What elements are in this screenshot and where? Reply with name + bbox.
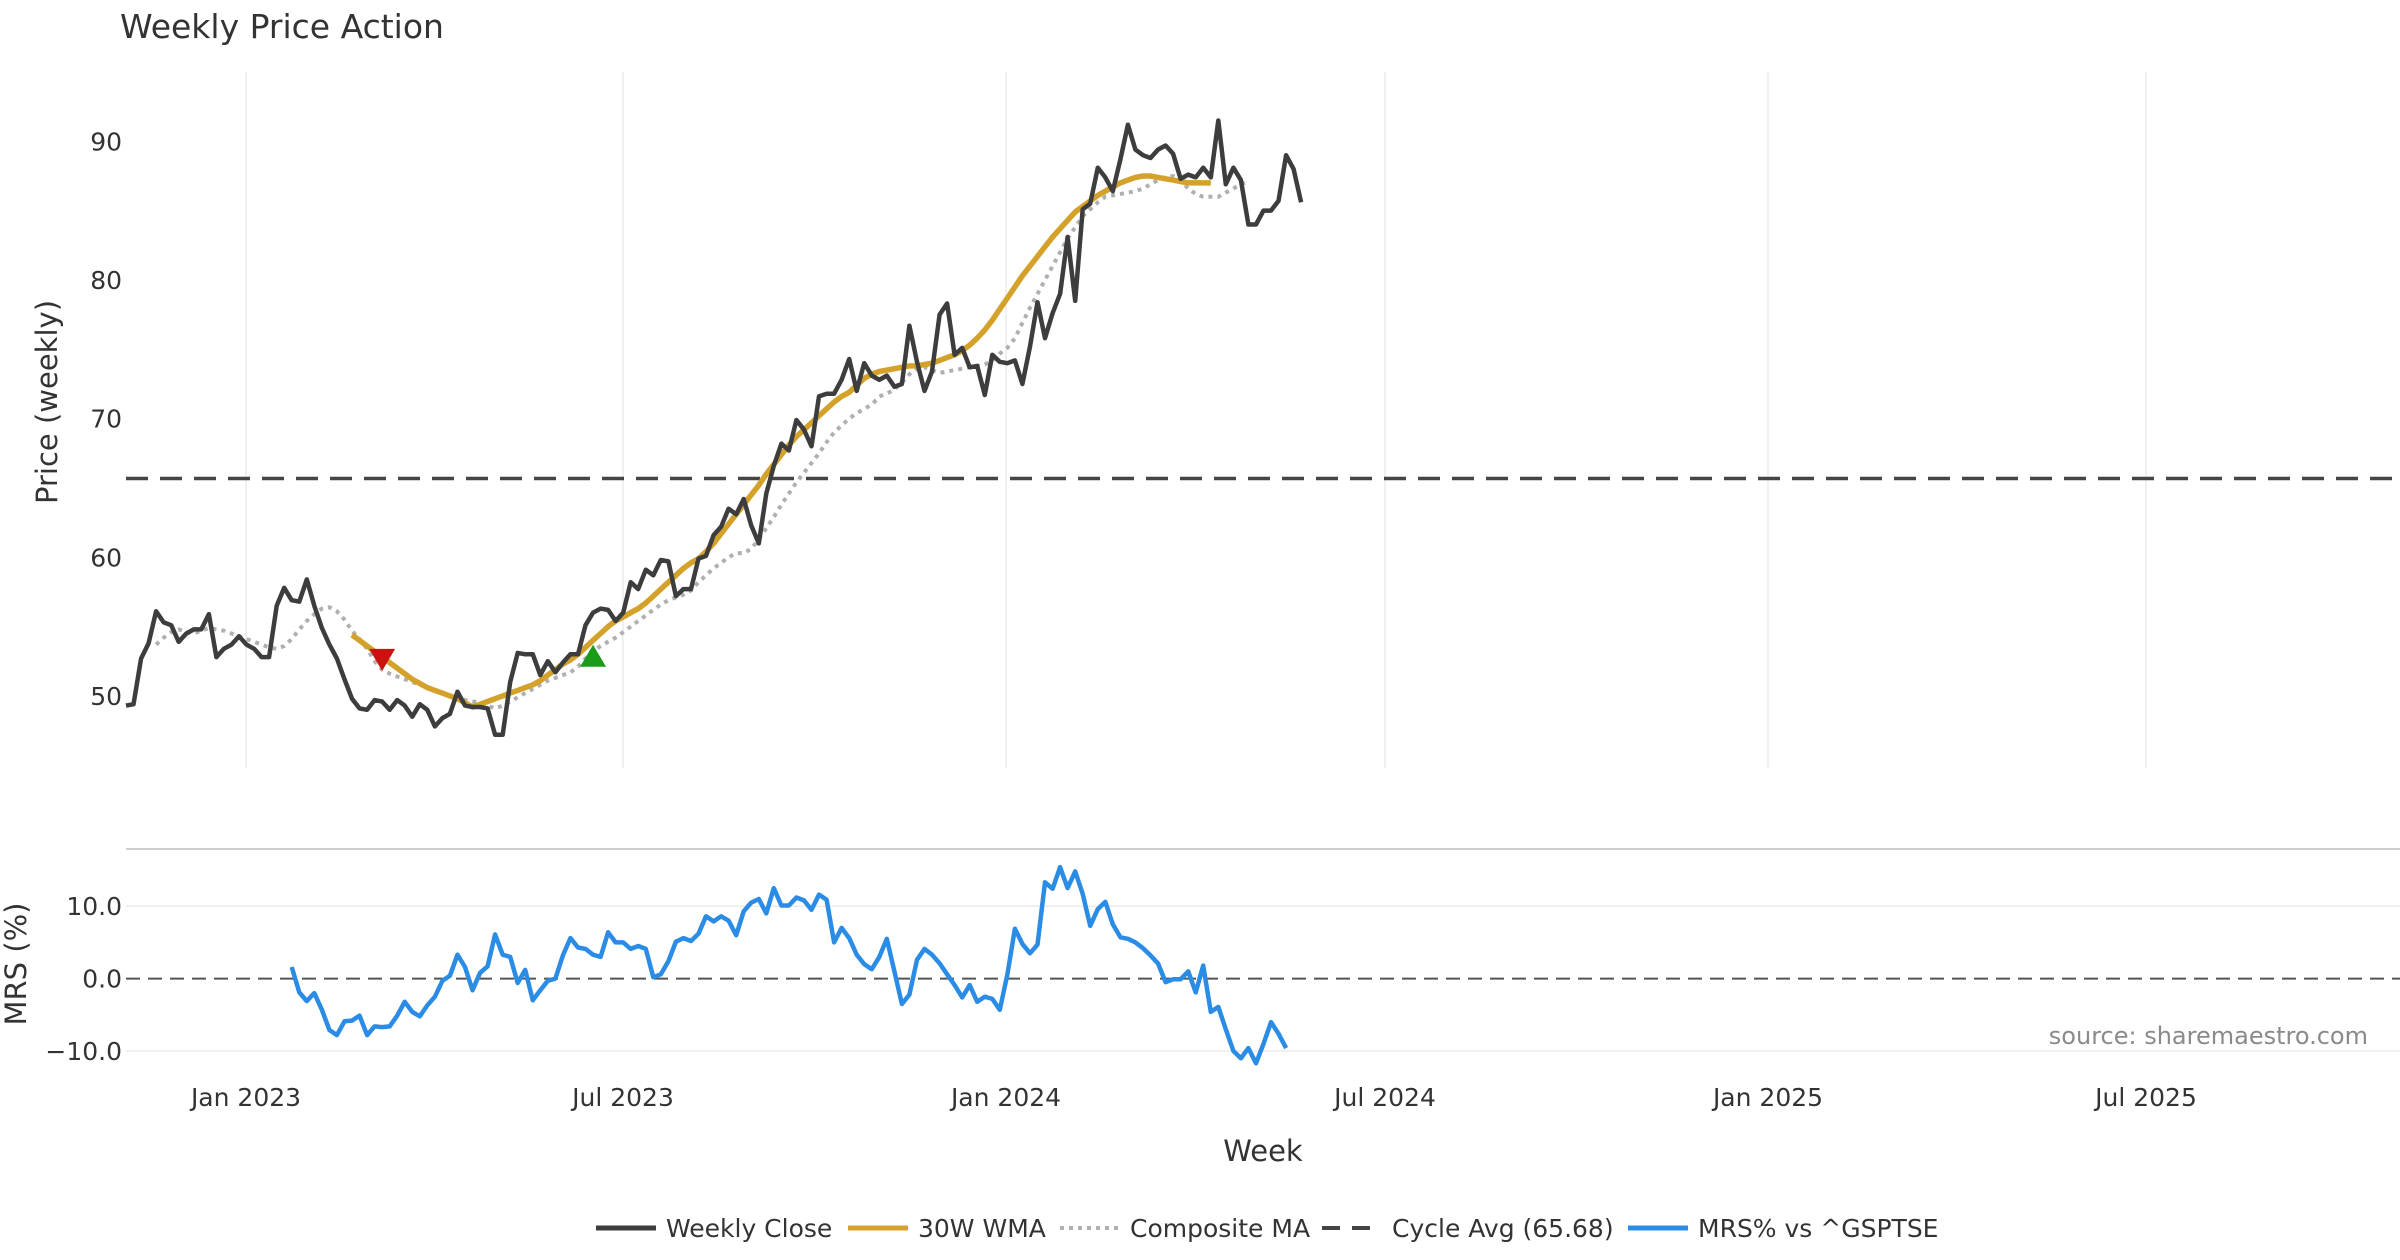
price-y-tick-label: 90 (90, 127, 122, 156)
x-tick-label: Jan 2025 (1711, 1083, 1823, 1112)
signal-markers (369, 644, 607, 671)
chart-title: Weekly Price Action (120, 7, 444, 46)
legend-label: Composite MA (1130, 1214, 1310, 1243)
mrs-y-tick-label: −10.0 (45, 1037, 122, 1066)
x-axis-title: Week (1223, 1134, 1303, 1168)
price-y-tick-label: 70 (90, 405, 122, 434)
price-y-axis-title: Price (weekly) (30, 300, 64, 504)
composite-ma-line (154, 174, 1250, 711)
mrs-series-line (289, 864, 1289, 1066)
weekly-close-line (125, 118, 1304, 737)
buy-signal-marker (580, 644, 607, 667)
x-tick-label: Jul 2024 (1332, 1083, 1436, 1112)
x-tick-label: Jan 2024 (949, 1083, 1061, 1112)
price-y-ticks: 50 60 70 80 90 (90, 127, 122, 711)
price-panel-grid (245, 72, 2147, 768)
x-tick-label: Jul 2023 (570, 1083, 674, 1112)
legend-label: Cycle Avg (65.68) (1392, 1214, 1614, 1243)
legend: Weekly Close 30W WMA Composite MA Cycle Avg… (596, 1214, 1938, 1243)
price-y-tick-label: 60 (90, 543, 122, 572)
mrs-y-axis-title: MRS (%) (0, 903, 33, 1026)
source-note: source: sharemaestro.com (2049, 1022, 2368, 1050)
price-series-lines (125, 118, 1304, 737)
mrs-y-tick-label: 0.0 (82, 965, 122, 994)
sell-signal-marker (369, 648, 396, 671)
mrs-line (289, 864, 1289, 1066)
legend-label: Weekly Close (666, 1214, 832, 1243)
wma-30w-line (350, 173, 1211, 710)
mrs-y-tick-label: 10.0 (66, 892, 122, 921)
price-y-tick-label: 80 (90, 266, 122, 295)
legend-label: MRS% vs ^GSPTSE (1698, 1214, 1938, 1243)
x-tick-label: Jan 2023 (189, 1083, 301, 1112)
price-y-tick-label: 50 (90, 682, 122, 711)
x-tick-label: Jul 2025 (2093, 1083, 2197, 1112)
x-axis-ticks: Jan 2023 Jul 2023 Jan 2024 Jul 2024 Jan 2025… (189, 1083, 2197, 1112)
legend-label: 30W WMA (918, 1214, 1046, 1243)
mrs-y-ticks: 10.0 0.0 −10.0 (45, 892, 122, 1066)
